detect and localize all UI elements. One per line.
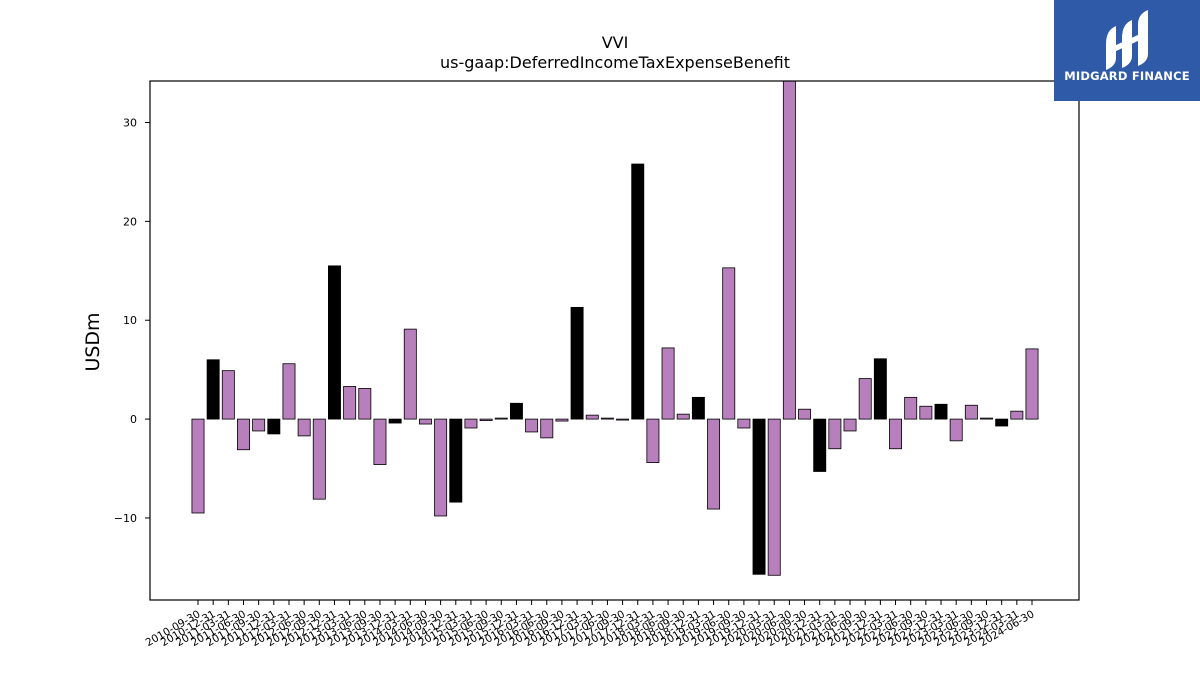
bar-2012-12-31 bbox=[328, 265, 341, 420]
bar-2021-03-31 bbox=[828, 418, 842, 450]
bar-2015-03-31 bbox=[464, 418, 478, 429]
bar-2018-12-31 bbox=[691, 396, 705, 420]
bar-2020-03-31 bbox=[767, 418, 781, 576]
chart-subtitle: us-gaap:DeferredIncomeTaxExpenseBenefit bbox=[440, 53, 790, 72]
bar-2017-09-30 bbox=[616, 418, 630, 421]
bar-2011-09-30 bbox=[252, 418, 266, 432]
bar-2023-12-31 bbox=[995, 418, 1009, 427]
bar-2019-06-30 bbox=[722, 267, 736, 420]
bar-2023-03-31 bbox=[949, 418, 963, 442]
bar-2011-03-31 bbox=[221, 370, 235, 420]
bar-2016-09-30 bbox=[555, 418, 569, 422]
bar-2017-06-30 bbox=[600, 417, 614, 420]
y-tick-label: 0 bbox=[130, 413, 137, 426]
bar-2017-03-31 bbox=[585, 414, 599, 420]
y-axis-label: USDm bbox=[82, 312, 104, 371]
bars-group bbox=[191, 80, 1039, 576]
bar-2018-09-30 bbox=[676, 413, 690, 420]
bar-2019-12-31 bbox=[752, 418, 766, 575]
bar-2012-03-31 bbox=[282, 363, 296, 420]
y-tick-label: 30 bbox=[123, 117, 137, 130]
bar-2021-06-30 bbox=[843, 418, 857, 432]
bar-2020-06-30 bbox=[782, 80, 796, 420]
bar-2023-06-30 bbox=[964, 404, 978, 420]
bar-2019-03-31 bbox=[707, 418, 721, 510]
chart-title: VVI bbox=[602, 33, 629, 52]
bar-2018-03-31 bbox=[646, 418, 660, 463]
bar-2015-12-31 bbox=[509, 402, 523, 420]
bar-2014-06-30 bbox=[418, 418, 432, 425]
bar-2011-12-31 bbox=[267, 418, 281, 435]
bar-2013-09-30 bbox=[373, 418, 387, 465]
bar-2016-06-30 bbox=[540, 418, 554, 439]
bar-2021-09-30 bbox=[858, 378, 872, 420]
bar-2017-12-31 bbox=[631, 163, 645, 420]
y-tick-label: −10 bbox=[114, 512, 137, 525]
bar-2022-12-31 bbox=[934, 403, 948, 420]
bar-2014-12-31 bbox=[449, 418, 463, 503]
bar-2024-03-31 bbox=[1010, 410, 1024, 420]
x-axis-ticks: 2010-09-302010-12-312011-03-312011-06-30… bbox=[144, 600, 1037, 649]
bar-2020-09-30 bbox=[798, 408, 812, 420]
bar-2022-06-30 bbox=[904, 396, 918, 420]
bar-2016-03-31 bbox=[525, 418, 539, 433]
bar-2013-06-30 bbox=[358, 388, 372, 420]
brand-mark-icon bbox=[1106, 10, 1148, 70]
bar-2013-03-31 bbox=[343, 386, 357, 420]
y-tick-label: 10 bbox=[123, 314, 137, 327]
bar-2014-09-30 bbox=[434, 418, 448, 517]
plot-frame bbox=[149, 80, 1080, 601]
brand-logo: MIDGARD FINANCE bbox=[1054, 0, 1200, 101]
bar-2021-12-31 bbox=[873, 358, 887, 420]
bar-2012-06-30 bbox=[297, 418, 311, 437]
bar-2018-06-30 bbox=[661, 347, 675, 420]
bar-2011-06-30 bbox=[237, 418, 250, 451]
bar-2015-06-30 bbox=[479, 418, 493, 421]
bar-2016-12-31 bbox=[570, 306, 584, 420]
brand-name: MIDGARD FINANCE bbox=[1064, 69, 1190, 83]
bar-2013-12-31 bbox=[388, 418, 402, 424]
bar-2019-09-30 bbox=[737, 418, 751, 429]
bar-2010-09-30 bbox=[191, 418, 205, 514]
y-tick-label: 20 bbox=[123, 215, 137, 228]
bar-2022-09-30 bbox=[919, 405, 933, 420]
bar-2014-03-31 bbox=[403, 328, 417, 420]
bar-2012-09-30 bbox=[312, 418, 326, 500]
y-axis-ticks: −10 0 10 20 30 bbox=[114, 117, 150, 525]
bar-2024-06-30 bbox=[1025, 348, 1039, 420]
bar-2020-12-31 bbox=[813, 418, 827, 472]
bar-2015-09-30 bbox=[494, 417, 508, 420]
bar-2010-12-31 bbox=[206, 359, 220, 420]
bar-2023-09-30 bbox=[980, 417, 993, 420]
bar-2022-03-31 bbox=[889, 418, 902, 450]
